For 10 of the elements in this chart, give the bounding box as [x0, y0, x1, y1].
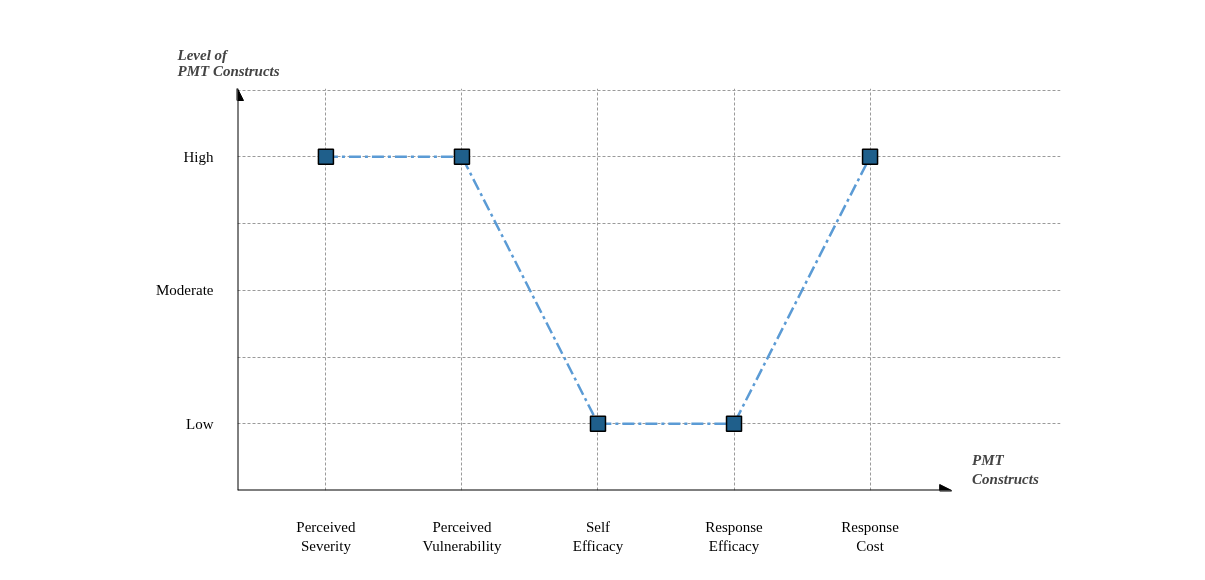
text: Level of PMT Constructs — [176, 46, 280, 79]
x-tick-label: Perceived Vulnerability — [422, 518, 502, 554]
x-tick-label: Self Efficacy — [572, 518, 624, 554]
text: High — [183, 148, 214, 165]
x-tick-label: Response Cost — [841, 518, 900, 554]
x-tick-label: Perceived Severity — [296, 518, 356, 554]
x-tick-label: Response Efficacy — [705, 518, 764, 554]
x-axis-title: PMT Constructs — [972, 452, 1039, 488]
text: Moderate — [156, 282, 214, 299]
text: Low — [186, 415, 214, 432]
